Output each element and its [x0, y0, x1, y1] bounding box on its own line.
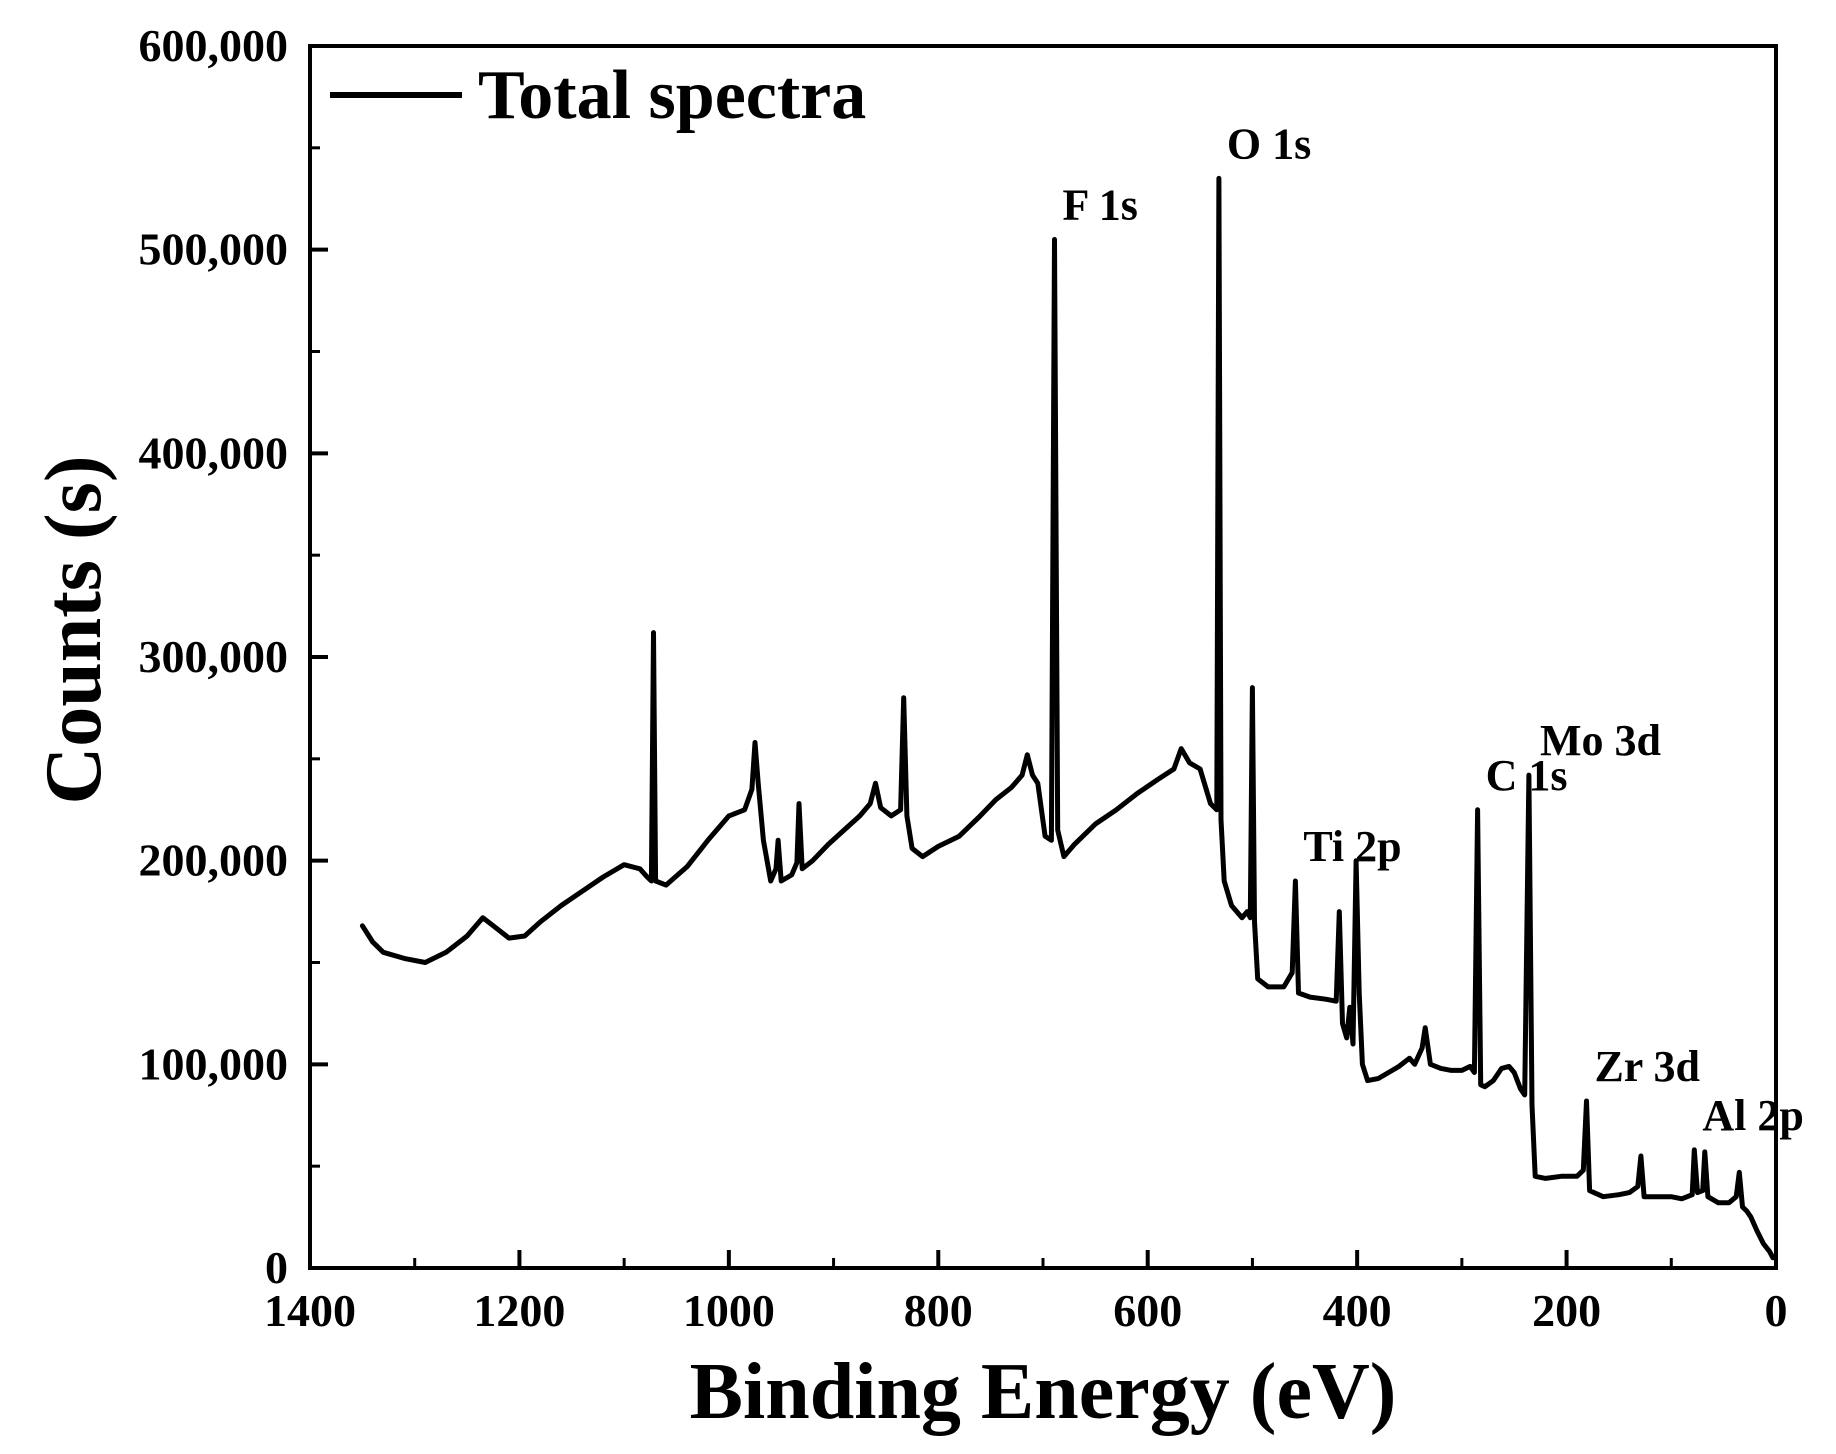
peak-label-o-1s: O 1s — [1227, 119, 1311, 168]
x-tick-label: 1200 — [473, 1285, 565, 1336]
peak-label-al-2p: Al 2p — [1702, 1091, 1803, 1140]
x-tick-label: 800 — [904, 1285, 973, 1336]
x-axis-ticks: 1400 1200 1000 800 600 400 200 0 — [264, 1250, 1788, 1336]
peak-label-c-1s: C 1s — [1486, 751, 1568, 800]
y-tick-label: 500,000 — [139, 224, 289, 275]
series-line-total-spectra — [359, 175, 1776, 1261]
y-axis-ticks: 0 100,000 200,000 300,000 400,000 500,000 600,… — [139, 20, 328, 1293]
y-tick-label: 0 — [265, 1242, 288, 1293]
y-tick-label: 600,000 — [139, 20, 289, 71]
peak-label-zr-3d: Zr 3d — [1594, 1042, 1700, 1091]
y-tick-label: 100,000 — [139, 1038, 289, 1089]
x-tick-label: 1000 — [683, 1285, 775, 1336]
y-tick-label: 200,000 — [139, 835, 289, 886]
x-tick-label: 1400 — [264, 1285, 356, 1336]
x-tick-label: 0 — [1765, 1285, 1788, 1336]
legend-label-total-spectra: Total spectra — [478, 57, 866, 134]
series-layer — [359, 175, 1776, 1261]
x-axis-title: Binding Energy (eV) — [690, 1348, 1397, 1436]
x-tick-label: 200 — [1532, 1285, 1601, 1336]
y-tick-label: 300,000 — [139, 631, 289, 682]
y-tick-label: 400,000 — [139, 427, 289, 478]
legend: Total spectra — [330, 57, 866, 134]
y-axis-title: Counts (s) — [30, 456, 118, 805]
peak-label-ti-2p: Ti 2p — [1303, 822, 1401, 871]
x-tick-label: 600 — [1113, 1285, 1182, 1336]
peak-label-f-1s: F 1s — [1063, 180, 1138, 229]
x-tick-label: 400 — [1323, 1285, 1392, 1336]
peak-label-mo-3d: Mo 3d — [1540, 716, 1661, 765]
